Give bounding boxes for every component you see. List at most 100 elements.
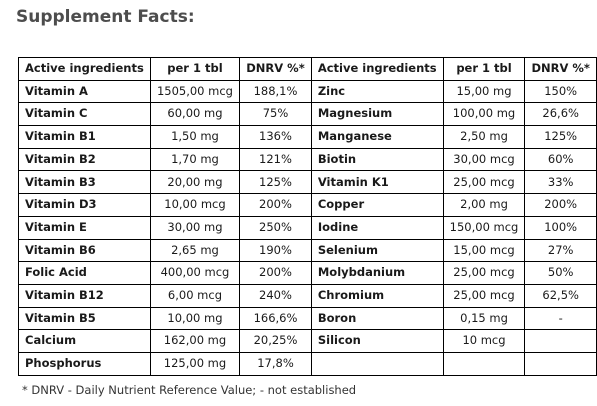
dnrv-value: 125% bbox=[239, 170, 312, 195]
amount-per-tbl: 25,00 mcg bbox=[442, 170, 526, 195]
dnrv-value bbox=[524, 329, 597, 353]
amount-per-tbl: 10 mcg bbox=[442, 329, 526, 353]
amount-per-tbl: 0,15 mg bbox=[442, 306, 526, 331]
dnrv-value: 190% bbox=[239, 238, 312, 263]
amount-per-tbl: 1505,00 mcg bbox=[149, 79, 241, 104]
dnrv-value: 75% bbox=[239, 102, 312, 127]
dnrv-value: 33% bbox=[524, 170, 597, 195]
amount-per-tbl: 25,00 mcg bbox=[442, 283, 526, 308]
amount-per-tbl: 30,00 mcg bbox=[442, 147, 526, 172]
dnrv-value: 136% bbox=[239, 125, 312, 149]
ingredient-name: Magnesium bbox=[310, 102, 444, 127]
table-row: Vitamin B1 1,50 mg 136% Manganese 2,50 mg 125… bbox=[18, 125, 597, 149]
ingredient-name: Vitamin B5 bbox=[18, 306, 151, 331]
ingredient-name: Vitamin B1 bbox=[18, 125, 151, 149]
dnrv-value: 60% bbox=[524, 147, 597, 172]
ingredient-name: Vitamin C bbox=[18, 102, 151, 127]
dnrv-value bbox=[524, 351, 597, 376]
ingredient-name: Biotin bbox=[310, 147, 444, 172]
dnrv-value: - bbox=[524, 306, 597, 331]
dnrv-value: 121% bbox=[239, 147, 312, 172]
table-row: Calcium 162,00 mg 20,25% Silicon 10 mcg bbox=[18, 329, 597, 353]
amount-per-tbl: 400,00 mcg bbox=[149, 261, 241, 285]
header-dnrv: DNRV %* bbox=[239, 57, 312, 81]
table-row: Folic Acid 400,00 mcg 200% Molybdanium 25,00… bbox=[18, 261, 597, 285]
dnrv-value: 250% bbox=[239, 215, 312, 240]
amount-per-tbl: 30,00 mg bbox=[149, 215, 241, 240]
amount-per-tbl: 15,00 mcg bbox=[442, 238, 526, 263]
ingredient-name: Vitamin B3 bbox=[18, 170, 151, 195]
table-row: Vitamin E 30,00 mg 250% Iodine 150,00 mcg 100… bbox=[18, 215, 597, 240]
table-row: Vitamin B6 2,65 mg 190% Selenium 15,00 mcg 27… bbox=[18, 238, 597, 263]
amount-per-tbl: 20,00 mg bbox=[149, 170, 241, 195]
ingredient-name: Iodine bbox=[310, 215, 444, 240]
ingredient-name: Boron bbox=[310, 306, 444, 331]
dnrv-value: 188,1% bbox=[239, 79, 312, 104]
ingredient-name: Selenium bbox=[310, 238, 444, 263]
table-row: Vitamin C 60,00 mg 75% Magnesium 100,00 mg 26… bbox=[18, 102, 597, 127]
amount-per-tbl: 15,00 mg bbox=[442, 79, 526, 104]
table-row: Vitamin B3 20,00 mg 125% Vitamin K1 25,00 mc… bbox=[18, 170, 597, 195]
header-active-ingredients: Active ingredients bbox=[18, 57, 151, 81]
ingredient-name: Manganese bbox=[310, 125, 444, 149]
amount-per-tbl: 1,50 mg bbox=[149, 125, 241, 149]
dnrv-value: 200% bbox=[239, 193, 312, 217]
header-dnrv: DNRV %* bbox=[524, 57, 597, 81]
ingredient-name: Vitamin B12 bbox=[18, 283, 151, 308]
dnrv-value: 166,6% bbox=[239, 306, 312, 331]
ingredient-name: Silicon bbox=[310, 329, 444, 353]
dnrv-value: 240% bbox=[239, 283, 312, 308]
ingredient-name: Chromium bbox=[310, 283, 444, 308]
amount-per-tbl: 1,70 mg bbox=[149, 147, 241, 172]
ingredient-name: Vitamin D3 bbox=[18, 193, 151, 217]
dnrv-value: 150% bbox=[524, 79, 597, 104]
ingredient-name: Vitamin B2 bbox=[18, 147, 151, 172]
amount-per-tbl: 150,00 mcg bbox=[442, 215, 526, 240]
dnrv-value: 50% bbox=[524, 261, 597, 285]
ingredient-name: Vitamin A bbox=[18, 79, 151, 104]
supplement-facts-table: Active ingredients per 1 tbl DNRV %* Act… bbox=[18, 57, 597, 376]
amount-per-tbl: 10,00 mcg bbox=[149, 193, 241, 217]
ingredient-name bbox=[310, 351, 444, 376]
header-per-tbl: per 1 tbl bbox=[442, 57, 526, 81]
table-row: Vitamin D3 10,00 mcg 200% Copper 2,00 mg 200% bbox=[18, 193, 597, 217]
table-row: Vitamin B2 1,70 mg 121% Biotin 30,00 mcg 60% bbox=[18, 147, 597, 172]
dnrv-value: 100% bbox=[524, 215, 597, 240]
dnrv-value: 17,8% bbox=[239, 351, 312, 376]
table-row: Vitamin B5 10,00 mg 166,6% Boron 0,15 mg - bbox=[18, 306, 597, 331]
amount-per-tbl: 2,50 mg bbox=[442, 125, 526, 149]
dnrv-value: 20,25% bbox=[239, 329, 312, 353]
amount-per-tbl: 162,00 mg bbox=[149, 329, 241, 353]
table-row: Phosphorus 125,00 mg 17,8% bbox=[18, 351, 597, 376]
ingredient-name: Vitamin B6 bbox=[18, 238, 151, 263]
table-row: Vitamin B12 6,00 mcg 240% Chromium 25,00 mcg… bbox=[18, 283, 597, 308]
amount-per-tbl: 2,65 mg bbox=[149, 238, 241, 263]
dnrv-value: 200% bbox=[524, 193, 597, 217]
dnrv-value: 62,5% bbox=[524, 283, 597, 308]
ingredient-name: Zinc bbox=[310, 79, 444, 104]
dnrv-value: 27% bbox=[524, 238, 597, 263]
table-header-row: Active ingredients per 1 tbl DNRV %* Act… bbox=[18, 57, 597, 81]
ingredient-name: Vitamin K1 bbox=[310, 170, 444, 195]
page-title: Supplement Facts: bbox=[16, 7, 195, 27]
ingredient-name: Folic Acid bbox=[18, 261, 151, 285]
amount-per-tbl: 125,00 mg bbox=[149, 351, 241, 376]
amount-per-tbl: 100,00 mg bbox=[442, 102, 526, 127]
amount-per-tbl: 6,00 mcg bbox=[149, 283, 241, 308]
amount-per-tbl: 25,00 mcg bbox=[442, 261, 526, 285]
header-per-tbl: per 1 tbl bbox=[149, 57, 241, 81]
ingredient-name: Copper bbox=[310, 193, 444, 217]
amount-per-tbl bbox=[442, 351, 526, 376]
ingredient-name: Phosphorus bbox=[18, 351, 151, 376]
dnrv-value: 26,6% bbox=[524, 102, 597, 127]
amount-per-tbl: 60,00 mg bbox=[149, 102, 241, 127]
amount-per-tbl: 10,00 mg bbox=[149, 306, 241, 331]
amount-per-tbl: 2,00 mg bbox=[442, 193, 526, 217]
ingredient-name: Molybdanium bbox=[310, 261, 444, 285]
header-active-ingredients: Active ingredients bbox=[310, 57, 444, 81]
ingredient-name: Vitamin E bbox=[18, 215, 151, 240]
dnrv-value: 125% bbox=[524, 125, 597, 149]
ingredient-name: Calcium bbox=[18, 329, 151, 353]
dnrv-value: 200% bbox=[239, 261, 312, 285]
footnote: * DNRV - Daily Nutrient Reference Value;… bbox=[22, 383, 357, 397]
